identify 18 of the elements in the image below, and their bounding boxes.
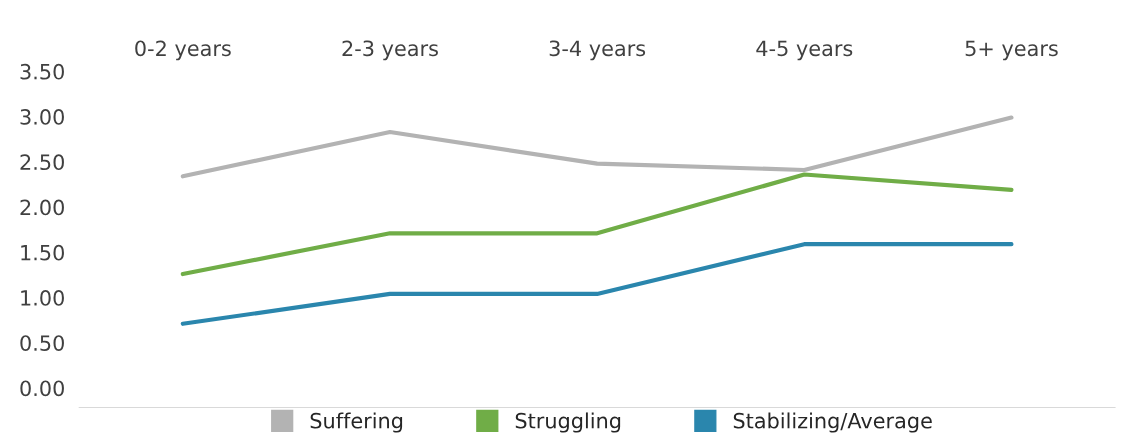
y-tick-label: 3.50	[20, 63, 64, 80]
y-tick-label: 1.50	[21, 244, 64, 261]
legend-label: Struggling	[515, 412, 621, 433]
line-series	[180, 115, 1014, 179]
legend-label: Stabilizing/Average	[733, 412, 932, 433]
x-tick-label: 4-5 years	[756, 40, 853, 61]
y-tick-label: 2.00	[20, 199, 64, 216]
y-tick-label: 0.50	[20, 335, 64, 351]
y-tick-label: 2.50	[20, 154, 64, 171]
y-tick-label: 0.00	[20, 380, 64, 397]
y-tick-label: 1.00	[21, 290, 64, 306]
x-tick-label: 0-2 years	[135, 40, 231, 61]
y-tick-label: 3.00	[20, 109, 64, 125]
legend-label: Suffering	[310, 412, 403, 433]
x-tick-label: 3-4 years	[549, 40, 646, 61]
x-tick-label: 2-3 years	[342, 40, 438, 61]
line-series	[180, 172, 1014, 277]
x-tick-label: 5+ years	[965, 40, 1058, 61]
